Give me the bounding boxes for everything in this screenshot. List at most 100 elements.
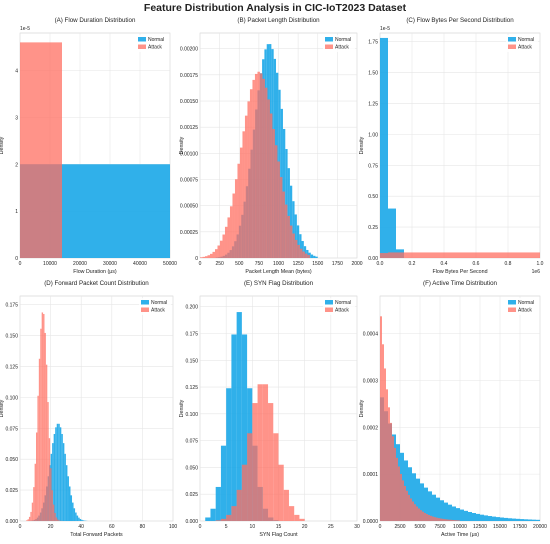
legend: Normal Attack [506,298,538,315]
bar-attack [244,115,248,259]
ytick-label: 0.050 [185,465,198,471]
bar-attack [278,464,284,521]
bar-normal [82,520,85,521]
bar-normal [67,476,69,521]
bar-attack [267,99,270,258]
panel-title: (D) Forward Packet Count Distribution [44,280,149,287]
bar-attack [418,508,420,521]
bar-normal [484,515,488,521]
legend: Normal Attack [323,298,355,315]
bar-attack [432,516,434,521]
legend-label-normal: Normal [518,37,534,43]
bar-normal [524,519,528,521]
legend-label-attack: Attack [148,45,162,51]
bar-attack [47,402,49,521]
xtick-label: 750 [255,261,264,267]
legend-label-normal: Normal [518,300,534,306]
legend: Normal Attack [323,35,355,52]
panel-d: 0.000 0.025 0.050 0.075 0.100 0.125 0.150 0.175… [0,280,177,538]
ytick-label: 0.0003 [363,378,379,384]
bar-normal [52,443,54,521]
bar-attack [40,328,42,521]
bar-normal [412,473,416,521]
bar-attack [289,225,293,258]
xtick-label: 0 [19,524,22,530]
bar-attack [33,487,35,521]
bar-normal [76,515,79,521]
series-attack [20,42,62,258]
bar-attack [282,191,285,258]
bar-normal [310,254,314,258]
bar-normal [231,334,237,521]
bar-attack [37,395,39,521]
xtick-label: 0.6 [473,261,480,267]
panel-e: 0.000 0.025 0.050 0.075 0.100 0.125 0.150 0.175… [179,280,360,538]
bar-attack [242,131,245,258]
bar-normal [424,487,428,521]
xtick-label: 0.2 [409,261,416,267]
xtick-label: 60 [109,524,115,530]
xtick-label: 20000 [73,261,87,267]
x-axis-label: Active Time (μs) [441,532,479,538]
bar-attack [48,438,51,521]
ytick-label: 0.125 [5,364,18,370]
legend-swatch-normal [508,37,516,42]
bar-attack [283,489,289,521]
bar-attack [234,179,238,258]
y-axis-label: Density [0,136,5,154]
ytick-label: 0.0001 [363,472,379,478]
ytick-label: 0.025 [5,488,18,494]
bar-normal [81,519,83,521]
bar-normal [464,510,468,521]
bar-normal [72,502,74,521]
bar-attack [414,504,416,521]
panel-b: 0 0.00025 0.00050 0.00075 0.00100 0.00125 0.00… [179,17,363,275]
legend-swatch-attack [325,44,333,49]
bar-attack [288,506,295,521]
bar-attack [444,519,446,521]
bar-normal [301,241,304,258]
bar-normal [420,483,424,521]
legend-label-attack: Attack [335,308,349,314]
bar-normal [303,246,307,258]
legend-swatch-normal [508,300,516,305]
bar-attack [200,257,203,258]
legend: Normal Attack [136,35,168,52]
series-attack [200,71,310,259]
bar-attack [226,514,232,521]
bar-normal [456,508,460,521]
xtick-label: 1500 [312,261,323,267]
bar-normal [294,214,297,258]
panel-title: (E) SYN Flag Distribution [244,280,314,287]
bar-normal [536,519,540,521]
xtick-label: 25 [328,524,334,530]
xtick-label: 12500 [473,524,487,530]
bar-attack [434,517,436,521]
bar-normal [500,517,504,521]
bar-normal [299,234,302,258]
ytick-label: 0.00 [368,256,378,262]
bar-attack [442,518,444,521]
bar-normal [56,423,59,521]
ytick-label: 0.00050 [180,204,198,210]
legend-swatch-attack [508,307,516,312]
bar-attack [398,466,400,521]
bar-normal [440,500,444,521]
bar-normal [70,495,73,521]
ytick-label: 1.75 [368,40,378,46]
ytick-label: 0.0000 [363,519,379,525]
bar-normal [315,256,318,258]
bar-attack [284,204,288,258]
bar-attack [241,464,248,521]
bar-attack [450,519,452,521]
bar-attack [224,226,228,258]
xtick-label: 250 [215,261,224,267]
bar-attack [41,312,44,521]
ytick-label: 0.00150 [180,99,198,105]
panel-f: 0.0000 0.0001 0.0002 0.0003 0.0004 0 2500 5000 7… [359,280,547,538]
bar-normal [496,517,500,521]
xtick-label: 40000 [133,261,147,267]
bar-attack [380,316,382,521]
